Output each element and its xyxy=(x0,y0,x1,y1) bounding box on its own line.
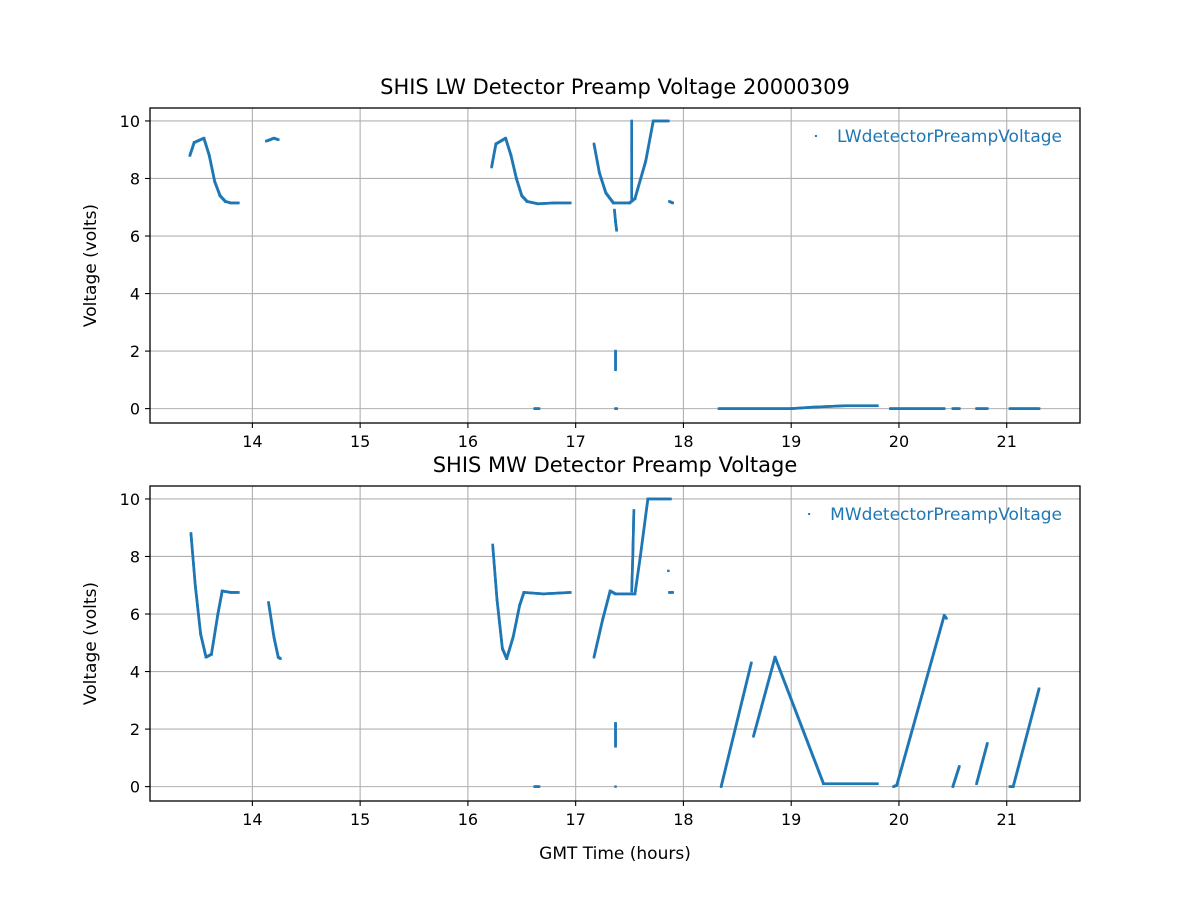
mw-data-point xyxy=(237,591,240,594)
lw-y-tick-label: 8 xyxy=(130,169,140,188)
lw-data-point xyxy=(614,349,617,353)
lw-y-tick-label: 6 xyxy=(130,227,140,246)
lw-x-tick-label: 14 xyxy=(242,432,262,451)
lw-data-point xyxy=(942,407,946,410)
mw-y-tick-label: 10 xyxy=(120,490,140,509)
mw-y-tick-label: 6 xyxy=(130,605,140,624)
lw-data-point xyxy=(876,404,879,408)
mw-x-tick-label: 16 xyxy=(458,810,478,829)
mw-x-tick-label: 18 xyxy=(673,810,693,829)
lw-x-tick-label: 19 xyxy=(781,432,801,451)
lw-legend-label: LWdetectorPreampVoltage xyxy=(837,127,1062,147)
mw-voltage-panel: 14 15 16 17 18 19 20 21 0 2 4 6 8 10 SHIS MW Detector… xyxy=(81,453,1081,864)
mw-legend-marker xyxy=(808,513,811,515)
lw-x-tick-label: 18 xyxy=(673,432,693,451)
mw-data-point xyxy=(669,497,672,501)
lw-y-tick-label: 2 xyxy=(130,342,140,361)
lw-x-tick-label: 15 xyxy=(350,432,370,451)
mw-legend: MWdetectorPreampVoltage xyxy=(808,505,1062,525)
mw-x-tick-label: 21 xyxy=(997,810,1017,829)
lw-x-tick-label: 16 xyxy=(458,432,478,451)
lw-x-tick-label: 21 xyxy=(997,432,1017,451)
mw-legend-label: MWdetectorPreampVoltage xyxy=(830,505,1062,525)
mw-data-point xyxy=(667,569,670,573)
lw-axes-frame xyxy=(149,107,1081,424)
mw-ticks: 14 15 16 17 18 19 20 21 0 2 4 6 8 10 xyxy=(120,490,1017,829)
lw-data-point xyxy=(615,228,618,232)
mw-x-tick-label: 20 xyxy=(889,810,909,829)
mw-x-tick-label: 14 xyxy=(242,810,262,829)
lw-x-tick-label: 20 xyxy=(889,432,909,451)
lw-data-point xyxy=(276,138,280,141)
lw-y-tick-label: 4 xyxy=(130,285,140,304)
mw-data-point xyxy=(958,765,961,768)
lw-legend: LWdetectorPreampVoltage xyxy=(814,127,1062,147)
mw-y-tick-label: 0 xyxy=(130,778,140,797)
mw-data-point xyxy=(632,509,636,512)
mw-axes-frame xyxy=(149,485,1081,802)
mw-y-tick-label: 4 xyxy=(130,663,140,682)
lw-data-point xyxy=(630,119,633,123)
lw-legend-marker xyxy=(814,135,817,137)
mw-data-point xyxy=(1037,687,1041,691)
mw-x-tick-label: 19 xyxy=(781,810,801,829)
mw-data-point xyxy=(671,591,674,594)
mw-y-tick-label: 2 xyxy=(130,720,140,739)
lw-y-axis-label: Voltage (volts) xyxy=(81,204,101,327)
lw-ticks: 14 15 16 17 18 19 20 21 0 2 4 6 8 10 xyxy=(120,112,1017,451)
mw-data-point xyxy=(568,591,572,594)
lw-data-point xyxy=(1037,407,1041,410)
lw-data-point xyxy=(667,119,670,123)
mw-x-axis-label: GMT Time (hours) xyxy=(539,844,691,864)
lw-data-point xyxy=(615,407,618,410)
mw-data-point xyxy=(614,722,617,725)
mw-data-point xyxy=(750,661,753,665)
mw-chart-title: SHIS MW Detector Preamp Voltage xyxy=(433,453,798,477)
mw-x-tick-label: 17 xyxy=(565,810,585,829)
mw-data-point xyxy=(986,742,989,745)
mw-data-points xyxy=(189,497,1041,788)
lw-x-tick-label: 17 xyxy=(565,432,585,451)
mw-data-point xyxy=(876,782,879,786)
lw-y-tick-label: 10 xyxy=(120,112,140,131)
mw-data-point xyxy=(945,617,948,620)
mw-data-point xyxy=(537,785,541,788)
lw-data-point xyxy=(568,201,572,205)
lw-chart-title: SHIS LW Detector Preamp Voltage 20000309 xyxy=(380,75,850,99)
lw-data-point xyxy=(237,201,240,205)
mw-y-axis-label: Voltage (volts) xyxy=(81,582,101,705)
lw-data-point xyxy=(537,407,541,410)
lw-y-tick-label: 0 xyxy=(130,400,140,419)
mw-data-point xyxy=(614,785,617,788)
lw-data-point xyxy=(671,201,674,205)
lw-data-point xyxy=(986,407,989,410)
mw-y-tick-label: 8 xyxy=(130,547,140,566)
mw-x-tick-label: 15 xyxy=(350,810,370,829)
lw-data-point xyxy=(958,407,961,410)
lw-data-points xyxy=(188,119,1041,410)
lw-voltage-panel: 14 15 16 17 18 19 20 21 0 2 4 6 8 10 SHIS LW Detector… xyxy=(81,75,1081,451)
mw-data-point xyxy=(279,657,282,660)
